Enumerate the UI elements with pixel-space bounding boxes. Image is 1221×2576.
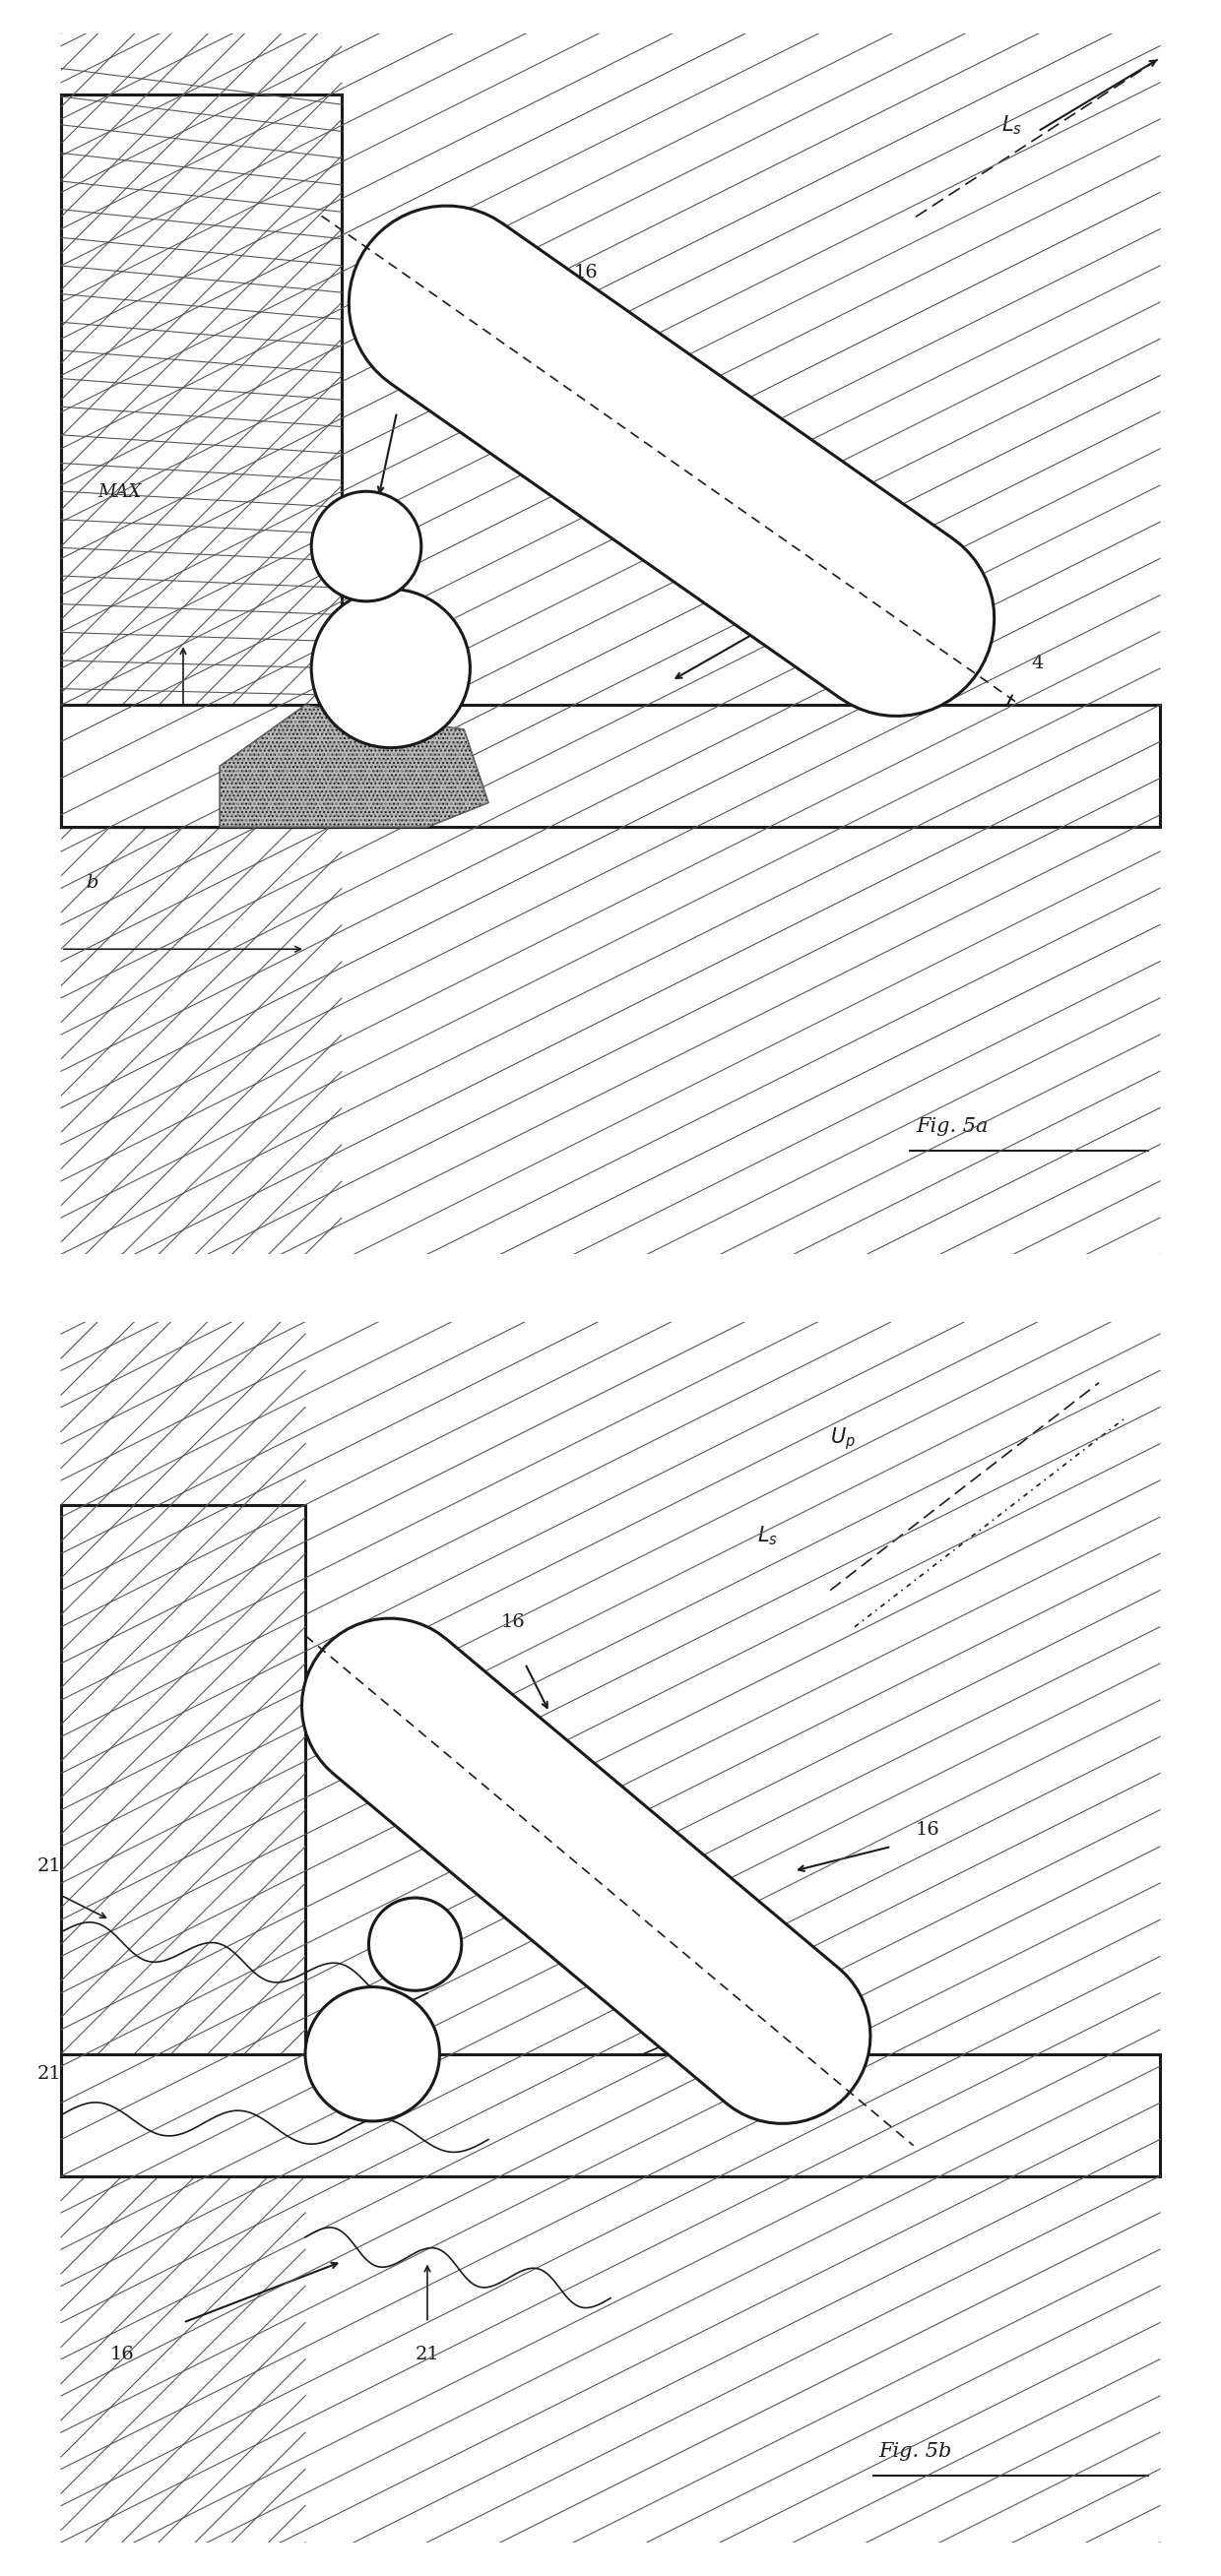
Polygon shape (61, 1504, 305, 2177)
Polygon shape (61, 95, 342, 827)
Polygon shape (349, 206, 994, 716)
Text: 16: 16 (110, 2344, 134, 2362)
Circle shape (311, 492, 421, 600)
Text: 16: 16 (916, 1821, 940, 1839)
Text: 16: 16 (501, 1613, 525, 1631)
Polygon shape (61, 95, 342, 827)
Text: 21: 21 (37, 2066, 61, 2081)
Polygon shape (61, 2053, 1160, 2177)
Circle shape (369, 1899, 462, 1991)
Text: 4: 4 (971, 2066, 983, 2081)
Text: 21: 21 (391, 361, 415, 379)
Text: 21: 21 (37, 1857, 61, 1875)
Text: 21: 21 (415, 2344, 440, 2362)
Text: Fig. 5a: Fig. 5a (916, 1118, 988, 1136)
Text: $L_s$: $L_s$ (1001, 113, 1022, 137)
Circle shape (311, 590, 470, 747)
Text: $U_p$: $U_p$ (830, 1427, 856, 1453)
Polygon shape (61, 706, 1160, 827)
Circle shape (305, 1986, 440, 2120)
Text: b: b (85, 873, 98, 891)
Text: 8: 8 (702, 2017, 714, 2032)
Polygon shape (61, 706, 1160, 827)
Polygon shape (302, 1618, 871, 2123)
Text: Fig. 5b: Fig. 5b (879, 2442, 952, 2460)
Text: 16: 16 (574, 265, 598, 281)
Text: 4: 4 (1032, 654, 1044, 672)
Text: 8: 8 (788, 605, 800, 623)
Text: $L_s$: $L_s$ (757, 1522, 778, 1548)
Text: MAX: MAX (98, 484, 142, 502)
Polygon shape (220, 706, 488, 827)
